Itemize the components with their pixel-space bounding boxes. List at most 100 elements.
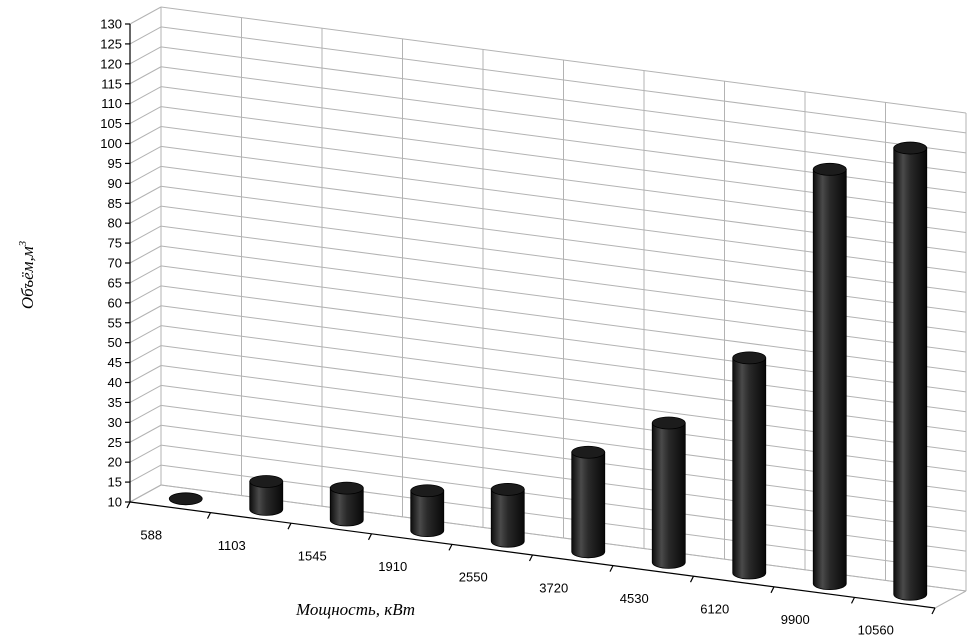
grid-side <box>129 66 162 85</box>
bar-body <box>893 147 928 601</box>
floor-left-edge <box>129 484 162 503</box>
bar-body <box>812 168 847 590</box>
bar <box>249 475 284 516</box>
grid-side <box>129 305 162 324</box>
bar <box>732 351 767 580</box>
grid-side <box>129 165 162 184</box>
bar <box>893 141 928 601</box>
grid-side <box>129 106 162 125</box>
y-axis-ticks: 10 15 20 25 30 35 40 45 50 55 60 65 70 75 80 85 90 95 100 1… <box>100 17 130 510</box>
y-tick-label: 55 <box>108 315 122 330</box>
y-tick-label: 20 <box>108 455 122 470</box>
x-tick-mark <box>206 512 212 519</box>
bar <box>651 416 686 569</box>
x-tick-label: 1545 <box>298 549 327 564</box>
grid-side <box>129 86 162 105</box>
x-tick-label: 9900 <box>781 612 810 627</box>
x-tick-label: 4530 <box>620 591 649 606</box>
bar-body <box>249 481 284 516</box>
x-tick-mark <box>448 544 453 551</box>
grid-side <box>129 185 162 204</box>
x-tick-mark <box>528 554 534 562</box>
bar <box>410 484 445 537</box>
x-tick-label: 1103 <box>218 538 246 553</box>
y-tick-label: 130 <box>100 17 122 32</box>
y-axis-title: Объём,м3 <box>17 240 37 309</box>
y-tick-label: 60 <box>108 295 122 310</box>
y-tick-label: 30 <box>108 415 122 430</box>
y-tick-label: 115 <box>101 76 122 91</box>
y-tick-label: 110 <box>101 96 122 111</box>
bar <box>812 162 847 590</box>
x-tick-mark <box>850 597 856 604</box>
grid-side <box>129 145 162 164</box>
y-tick-label: 80 <box>108 216 122 231</box>
x-tick-label: 10560 <box>858 623 894 637</box>
bar-body <box>571 451 606 559</box>
y-tick-label: 95 <box>108 156 122 171</box>
grid-side <box>129 265 162 284</box>
grid-side <box>129 444 162 463</box>
grid-side <box>129 26 162 45</box>
grid-horizontal <box>160 26 967 134</box>
x-tick-label: 588 <box>140 527 162 542</box>
x-tick-mark <box>126 501 131 509</box>
bar <box>490 483 525 548</box>
bar-top <box>732 351 767 365</box>
bar-top <box>571 445 606 459</box>
bar <box>329 481 364 527</box>
grid-side <box>129 205 162 224</box>
bar-top <box>812 162 847 176</box>
x-tick-mark <box>609 565 614 572</box>
x-tick-mark <box>770 586 775 594</box>
grid-side <box>129 225 162 244</box>
y-tick-label: 10 <box>108 495 122 510</box>
y-tick-label: 65 <box>108 275 122 290</box>
y-tick-label: 40 <box>108 375 122 390</box>
bar <box>168 492 203 506</box>
floor-right-edge <box>934 590 967 609</box>
x-axis-title: Мощность, кВт <box>295 600 415 619</box>
y-tick-label: 50 <box>108 335 122 350</box>
grid-side <box>129 424 162 443</box>
x-tick-label: 6120 <box>700 602 729 617</box>
grid-side <box>129 384 162 403</box>
y-tick-label: 45 <box>108 355 122 370</box>
bar-top <box>410 484 445 498</box>
x-tick-mark <box>931 607 936 615</box>
x-tick-label: 2550 <box>459 570 488 585</box>
bar-body <box>490 489 525 548</box>
grid-side <box>129 325 162 344</box>
grid-side <box>129 285 162 304</box>
x-axis-ticks: 588 1103 1545 1910 2550 3720 4530 6120 9900 10560 <box>126 501 936 637</box>
x-tick-label: 1910 <box>378 559 407 574</box>
x-tick-mark <box>689 575 695 583</box>
x-tick-mark <box>367 533 373 541</box>
grid-side <box>129 464 162 483</box>
y-axis-title-text: Объём,м <box>18 246 37 309</box>
grid-side <box>129 126 162 144</box>
bars <box>168 141 928 601</box>
grid-side <box>129 46 162 65</box>
y-tick-label: 90 <box>108 176 122 191</box>
grid-side <box>129 404 162 423</box>
y-tick-label: 25 <box>108 435 122 450</box>
x-tick-mark <box>287 522 292 530</box>
bar-body <box>329 487 364 527</box>
grid-horizontal <box>160 66 967 174</box>
bar-top <box>168 492 203 506</box>
y-tick-label: 15 <box>108 475 122 490</box>
y-tick-label: 85 <box>108 196 122 211</box>
y-tick-label: 75 <box>108 236 122 251</box>
bar-body <box>651 422 686 569</box>
y-tick-label: 100 <box>100 136 122 151</box>
bar-top <box>249 475 284 488</box>
y-tick-label: 105 <box>100 116 122 131</box>
bar-top <box>490 483 525 496</box>
grid-side <box>129 345 162 364</box>
bar-top <box>651 416 686 430</box>
bar-top <box>893 141 928 155</box>
bar-body <box>732 357 767 580</box>
grid-horizontal <box>160 6 967 114</box>
